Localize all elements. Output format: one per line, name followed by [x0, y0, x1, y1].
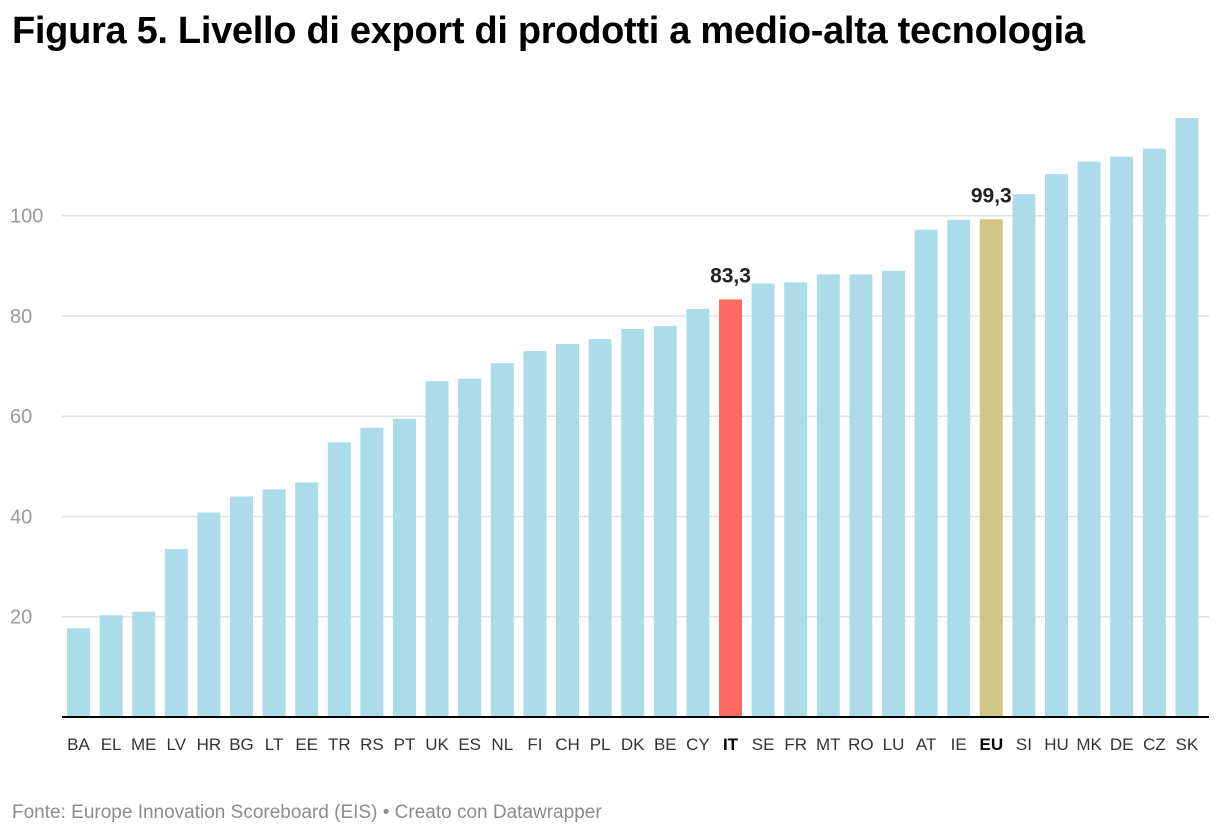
bar-tr: [327, 442, 351, 717]
bar-si: [1012, 194, 1036, 717]
x-axis-ticks: BA EL ME LV HR BG LT EE TR RS PT UK ES NL FI CH PL DK BE CY…: [67, 735, 1199, 754]
x-tick-label-lu: LU: [883, 735, 905, 754]
bar-ch: [556, 344, 579, 717]
bar-nl: [490, 363, 514, 717]
bar-hr: [197, 512, 221, 717]
y-tick-label: 100: [10, 206, 43, 228]
x-tick-label-dk: DK: [621, 735, 645, 754]
data-label-eu: 99,3: [971, 184, 1012, 207]
x-tick-label-ch: CH: [555, 735, 580, 754]
bar-fr: [784, 282, 808, 717]
bar-at: [914, 229, 938, 718]
bar-rs: [360, 427, 384, 717]
source-text: Fonte: Europe Innovation Scoreboard (EIS…: [12, 802, 378, 823]
x-tick-label-sk: SK: [1176, 735, 1199, 754]
bars: [67, 118, 1199, 718]
bar-hu: [1045, 174, 1068, 718]
x-tick-label-pl: PL: [590, 735, 611, 754]
x-tick-label-de: DE: [1110, 735, 1134, 754]
x-tick-label-uk: UK: [425, 735, 449, 754]
x-tick-label-ee: EE: [295, 735, 318, 754]
data-label-it: 83,3: [710, 264, 751, 287]
bar-es: [458, 378, 482, 717]
bar-mk: [1077, 161, 1101, 718]
x-tick-label-cy: CY: [686, 735, 710, 754]
bar-eu: [979, 219, 1003, 718]
bar-cy: [686, 308, 710, 717]
bar-uk: [425, 381, 449, 717]
data-labels: 83,3 99,3: [708, 182, 1015, 290]
x-tick-label-at: AT: [916, 735, 936, 754]
chart-title: Figura 5. Livello di export di prodotti …: [12, 10, 1085, 52]
y-tick-label: 40: [10, 506, 32, 528]
x-tick-label-ie: IE: [951, 735, 967, 754]
x-tick-label-ba: BA: [67, 735, 90, 754]
bar-me: [132, 611, 156, 717]
bar-se: [751, 283, 775, 717]
x-tick-label-lv: LV: [167, 735, 187, 754]
x-tick-label-mk: MK: [1076, 735, 1102, 754]
x-tick-label-si: SI: [1016, 735, 1032, 754]
bar-lt: [262, 489, 286, 717]
x-tick-label-hr: HR: [197, 735, 222, 754]
y-tick-label: 20: [10, 607, 32, 629]
x-tick-label-me: ME: [131, 735, 157, 754]
x-tick-label-ro: RO: [848, 735, 874, 754]
footer-separator: •: [382, 802, 390, 823]
x-tick-label-hu: HU: [1044, 735, 1069, 754]
bar-fi: [523, 351, 547, 717]
bar-lv: [164, 549, 188, 717]
x-tick-label-nl: NL: [491, 735, 513, 754]
x-tick-label-be: BE: [654, 735, 677, 754]
bar-ie: [947, 219, 971, 717]
bar-it: [719, 299, 742, 717]
bar-de: [1110, 156, 1134, 717]
x-tick-label-se: SE: [752, 735, 775, 754]
bar-bg: [230, 496, 253, 717]
x-tick-label-tr: TR: [328, 735, 351, 754]
credit-text: Creato con Datawrapper: [394, 802, 602, 823]
bar-cz: [1142, 148, 1166, 718]
x-tick-label-es: ES: [458, 735, 481, 754]
x-tick-label-el: EL: [101, 735, 122, 754]
bar-lu: [882, 270, 905, 717]
x-tick-label-fi: FI: [527, 735, 542, 754]
footer-source: Fonte: Europe Innovation Scoreboard (EIS…: [12, 802, 602, 824]
bar-mt: [816, 274, 840, 717]
x-tick-label-eu: EU: [979, 735, 1003, 754]
bar-el: [99, 615, 123, 717]
bar-ba: [67, 628, 90, 717]
x-tick-label-bg: BG: [229, 735, 254, 754]
x-tick-label-it: IT: [723, 735, 739, 754]
x-tick-label-fr: FR: [784, 735, 807, 754]
bar-pt: [393, 418, 416, 717]
bar-ro: [849, 274, 873, 717]
x-tick-label-pt: PT: [394, 735, 416, 754]
x-tick-label-cz: CZ: [1143, 735, 1166, 754]
x-tick-label-lt: LT: [265, 735, 284, 754]
bar-dk: [621, 329, 645, 717]
bar-sk: [1175, 118, 1199, 717]
x-tick-label-rs: RS: [360, 735, 384, 754]
bar-ee: [295, 482, 319, 717]
bar-chart: 20 40 60 80 100 83,3 99,3 BA EL ME LV HR BG LT EE TR R…: [10, 118, 1209, 754]
x-tick-label-mt: MT: [816, 735, 841, 754]
bar-be: [653, 326, 677, 717]
y-axis-ticks: 20 40 60 80 100: [10, 206, 43, 629]
bar-pl: [588, 339, 612, 717]
y-tick-label: 80: [10, 306, 32, 328]
y-tick-label: 60: [10, 406, 32, 428]
